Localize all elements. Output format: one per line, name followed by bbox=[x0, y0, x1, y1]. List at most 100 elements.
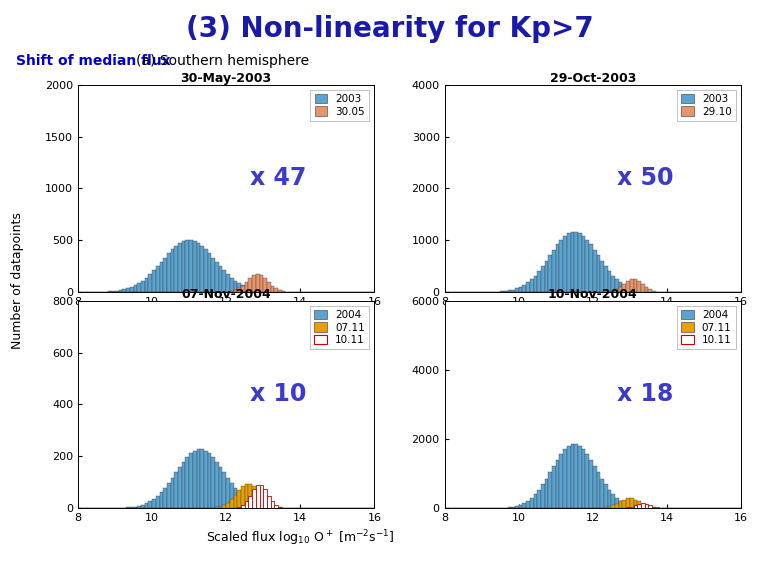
Bar bbox=[619, 502, 622, 508]
Bar bbox=[641, 503, 644, 508]
Bar bbox=[612, 276, 615, 292]
Text: M. Yamauchi: M. Yamauchi bbox=[690, 545, 764, 559]
Text: Shift of median flux: Shift of median flux bbox=[16, 54, 170, 68]
Bar bbox=[233, 495, 237, 508]
Bar bbox=[541, 266, 544, 292]
Legend: 2003, 30.05: 2003, 30.05 bbox=[310, 90, 369, 121]
Bar bbox=[263, 499, 267, 508]
Bar bbox=[260, 506, 263, 508]
Bar bbox=[515, 506, 519, 508]
Bar bbox=[612, 291, 615, 292]
Bar bbox=[233, 488, 237, 508]
Bar bbox=[241, 496, 245, 508]
Bar bbox=[526, 500, 530, 508]
Text: x 50: x 50 bbox=[616, 166, 673, 190]
Bar bbox=[615, 290, 619, 292]
Bar bbox=[648, 507, 652, 508]
Bar bbox=[644, 504, 648, 508]
Bar bbox=[519, 505, 523, 508]
Bar bbox=[211, 457, 215, 508]
Bar bbox=[252, 289, 256, 292]
Bar bbox=[252, 486, 256, 508]
Bar bbox=[622, 503, 626, 508]
Bar bbox=[530, 279, 534, 292]
Bar bbox=[555, 245, 559, 292]
Bar bbox=[600, 479, 604, 508]
Bar bbox=[552, 250, 555, 292]
Bar bbox=[141, 280, 144, 292]
Bar bbox=[537, 271, 541, 292]
Bar bbox=[8, 566, 12, 582]
Bar bbox=[589, 245, 593, 292]
Bar bbox=[222, 505, 226, 508]
Bar bbox=[523, 285, 526, 292]
Bar bbox=[245, 282, 248, 292]
Legend: 2004, 07.11, 10.11: 2004, 07.11, 10.11 bbox=[310, 306, 369, 349]
Bar bbox=[622, 284, 626, 292]
Bar bbox=[626, 281, 629, 292]
Bar bbox=[21, 560, 25, 582]
Bar bbox=[159, 262, 163, 292]
Bar bbox=[637, 502, 641, 508]
Bar bbox=[144, 277, 148, 292]
Bar bbox=[548, 255, 552, 292]
Bar bbox=[245, 502, 248, 508]
Bar bbox=[615, 503, 619, 508]
Text: Kiruna, Sweden: Kiruna, Sweden bbox=[672, 566, 764, 579]
Bar bbox=[156, 266, 159, 292]
Bar bbox=[260, 495, 263, 508]
Bar bbox=[608, 507, 612, 508]
Bar bbox=[245, 287, 248, 292]
Bar bbox=[597, 255, 600, 292]
Bar bbox=[28, 561, 32, 582]
Bar bbox=[648, 505, 652, 508]
Bar bbox=[174, 246, 178, 292]
Bar bbox=[612, 494, 615, 508]
Bar bbox=[626, 287, 629, 292]
Bar bbox=[230, 483, 233, 508]
Bar bbox=[263, 506, 267, 508]
Bar bbox=[644, 505, 648, 508]
Bar bbox=[167, 483, 171, 508]
Bar bbox=[256, 274, 260, 292]
Bar bbox=[237, 288, 241, 292]
Text: Number of datapoints: Number of datapoints bbox=[11, 212, 23, 349]
Bar bbox=[141, 505, 144, 508]
Bar bbox=[215, 462, 218, 508]
Legend: 2003, 29.10: 2003, 29.10 bbox=[677, 90, 736, 121]
Bar bbox=[271, 286, 275, 292]
Bar bbox=[207, 253, 211, 292]
Bar bbox=[222, 472, 226, 508]
Bar bbox=[282, 291, 285, 292]
Bar bbox=[629, 288, 633, 292]
Bar bbox=[233, 290, 237, 292]
Bar bbox=[656, 507, 659, 508]
Bar bbox=[278, 290, 282, 292]
Bar bbox=[248, 278, 252, 292]
Bar bbox=[41, 566, 45, 582]
Bar bbox=[248, 288, 252, 292]
Bar bbox=[256, 505, 260, 508]
Bar bbox=[230, 277, 233, 292]
Bar bbox=[55, 546, 58, 582]
Bar bbox=[267, 503, 271, 508]
Bar bbox=[637, 290, 641, 292]
Bar bbox=[633, 505, 637, 508]
Bar bbox=[256, 490, 260, 508]
Bar bbox=[530, 498, 534, 508]
Bar bbox=[637, 507, 641, 508]
Bar bbox=[226, 503, 230, 508]
Bar bbox=[163, 488, 167, 508]
Text: x 47: x 47 bbox=[250, 166, 307, 190]
Bar bbox=[152, 499, 156, 508]
Bar bbox=[597, 472, 600, 508]
Bar bbox=[567, 446, 570, 508]
Title: 30-May-2003: 30-May-2003 bbox=[181, 72, 271, 85]
Bar bbox=[544, 261, 548, 292]
Bar bbox=[641, 291, 644, 292]
Bar bbox=[233, 280, 237, 292]
Text: x 10: x 10 bbox=[250, 382, 307, 406]
Bar bbox=[629, 498, 633, 508]
Bar bbox=[241, 286, 245, 292]
Bar bbox=[222, 270, 226, 292]
